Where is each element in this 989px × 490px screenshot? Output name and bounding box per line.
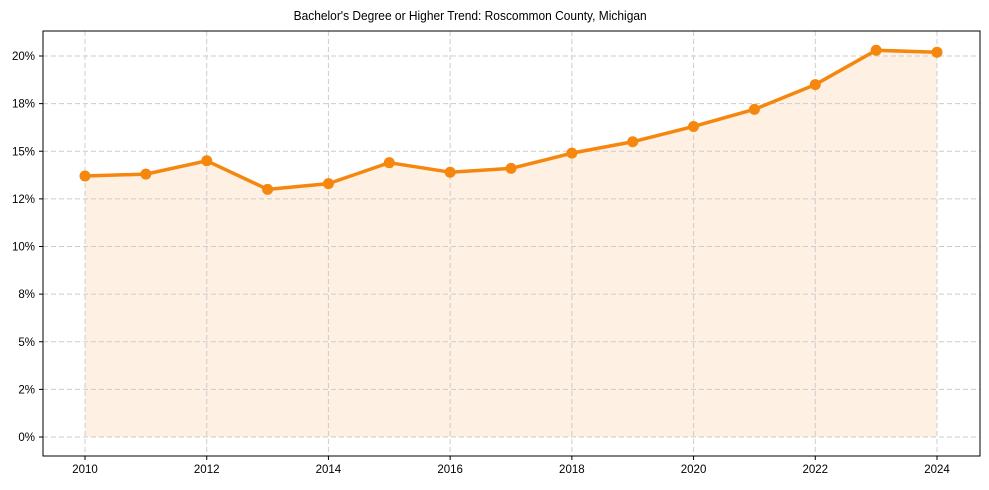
x-tick-label: 2016: [437, 464, 463, 476]
data-point-marker: [505, 162, 517, 174]
y-tick-label: 2%: [18, 384, 35, 396]
data-point-marker: [262, 183, 274, 195]
y-tick-label: 5%: [18, 337, 35, 349]
x-tick-label: 2020: [681, 464, 707, 476]
data-point-marker: [140, 168, 152, 180]
data-point-marker: [809, 79, 821, 91]
grid-lines: [43, 31, 980, 456]
y-axis: 0% 2% 5% 8% 10% 12% 15% 18% 20%: [12, 51, 43, 444]
x-tick-label: 2024: [924, 464, 950, 476]
data-point-marker: [931, 46, 943, 58]
y-tick-label: 20%: [12, 51, 35, 63]
plot-frame: [42, 30, 981, 457]
data-point-marker: [566, 147, 578, 159]
y-tick-label: 12%: [12, 194, 35, 206]
data-point-marker: [688, 120, 700, 132]
data-point-marker: [627, 136, 639, 148]
data-point-marker: [444, 166, 456, 178]
data-point-marker: [322, 178, 334, 190]
x-tick-label: 2012: [194, 464, 220, 476]
data-point-marker: [201, 155, 213, 167]
x-tick-label: 2014: [316, 464, 342, 476]
y-tick-label: 18%: [12, 99, 35, 111]
y-tick-label: 8%: [18, 289, 35, 301]
x-tick-label: 2010: [72, 464, 98, 476]
y-tick-label: 15%: [12, 146, 35, 158]
data-point-marker: [870, 44, 882, 56]
area-fill-path: [85, 50, 937, 437]
data-point-marker: [383, 157, 395, 169]
x-tick-label: 2018: [559, 464, 585, 476]
data-point-marker: [79, 170, 91, 182]
y-tick-label: 0%: [18, 432, 35, 444]
data-point-marker: [748, 103, 760, 115]
x-axis: 2010 2012 2014 2016 2018 2020 2022 2024: [72, 456, 950, 476]
area-fill: [85, 50, 937, 437]
data-markers: [79, 44, 943, 195]
x-tick-label: 2022: [802, 464, 828, 476]
y-tick-label: 10%: [12, 242, 35, 254]
chart-title: Bachelor's Degree or Higher Trend: Rosco…: [293, 8, 647, 23]
